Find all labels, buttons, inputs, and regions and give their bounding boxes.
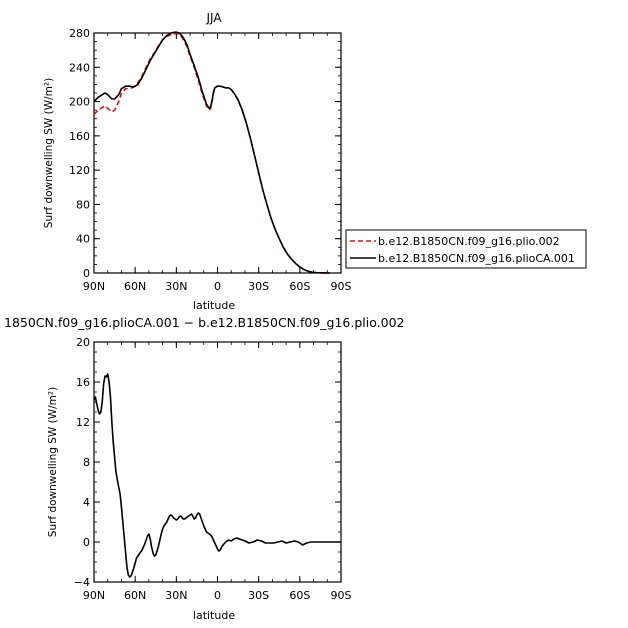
y-tick-label: 120 xyxy=(69,164,90,177)
y-axis-label: Surf downwelling SW (W/m²) xyxy=(47,387,59,537)
series-line-b-e12-b1850cn-f09-g16-plioca-001 xyxy=(93,31,331,274)
x-tick-label: 60N xyxy=(124,589,146,602)
x-tick-label: 60N xyxy=(124,280,146,293)
legend: b.e12.B1850CN.f09_g16.plio.002 b.e12.B18… xyxy=(345,229,587,269)
axis-ticks: 90N 60N 30N 0 30S 60S 90S −4 0 4 8 12 16 20 xyxy=(74,336,352,602)
y-tick-label: 160 xyxy=(69,130,90,143)
series-lines xyxy=(93,31,331,274)
y-tick-label: 12 xyxy=(76,416,90,429)
x-tick-label: 90S xyxy=(331,280,352,293)
x-tick-label: 0 xyxy=(214,589,221,602)
panel-bottom: 1850CN.f09_g16.plioCA.001 − b.e12.B1850C… xyxy=(4,315,405,622)
x-tick-label: 90S xyxy=(331,589,352,602)
chart-title: 1850CN.f09_g16.plioCA.001 − b.e12.B1850C… xyxy=(4,315,405,330)
x-tick-label: 60S xyxy=(289,280,310,293)
plot-frame xyxy=(93,32,342,274)
y-tick-label: 280 xyxy=(69,27,90,40)
x-tick-label: 90N xyxy=(83,280,105,293)
legend-label-plio: b.e12.B1850CN.f09_g16.plio.002 xyxy=(378,235,560,248)
y-tick-label: 200 xyxy=(69,96,90,109)
axis-ticks: 90N 60N 30N 0 30S 60S 90S 0 40 80 120 160 200 240 280 xyxy=(69,27,352,293)
y-tick-label: 80 xyxy=(76,198,90,211)
y-tick-label: 20 xyxy=(76,336,90,349)
y-tick-label: 16 xyxy=(76,376,90,389)
x-tick-label: 30N xyxy=(165,280,187,293)
y-tick-label: 0 xyxy=(83,536,90,549)
chart-title: JJA xyxy=(205,11,222,25)
legend-frame xyxy=(345,229,587,269)
y-tick-label: −4 xyxy=(74,576,90,589)
x-tick-label: 30S xyxy=(248,589,269,602)
y-tick-label: 0 xyxy=(83,267,90,280)
x-tick-label: 0 xyxy=(214,280,221,293)
y-tick-label: 4 xyxy=(83,496,90,509)
y-tick-label: 40 xyxy=(76,233,90,246)
x-tick-label: 30N xyxy=(165,589,187,602)
x-tick-label: 60S xyxy=(289,589,310,602)
x-tick-label: 30S xyxy=(248,280,269,293)
series-line-b-e12-b1850cn-f09-g16-plio-002 xyxy=(93,32,331,274)
legend-label-plioca: b.e12.B1850CN.f09_g16.plioCA.001 xyxy=(378,252,575,265)
panel-top: JJA 90N 60N 30N 0 30S 60S 90S 0 40 80 120 160 200 240… xyxy=(43,11,587,312)
x-axis-label: latitude xyxy=(193,609,235,622)
y-tick-label: 240 xyxy=(69,61,90,74)
series-lines xyxy=(93,373,341,578)
y-tick-label: 8 xyxy=(83,456,90,469)
plot-frame xyxy=(93,341,342,583)
x-tick-label: 90N xyxy=(83,589,105,602)
x-axis-label: latitude xyxy=(193,299,235,312)
series-line-difference xyxy=(93,373,341,578)
y-axis-label: Surf downwelling SW (W/m²) xyxy=(43,78,55,228)
